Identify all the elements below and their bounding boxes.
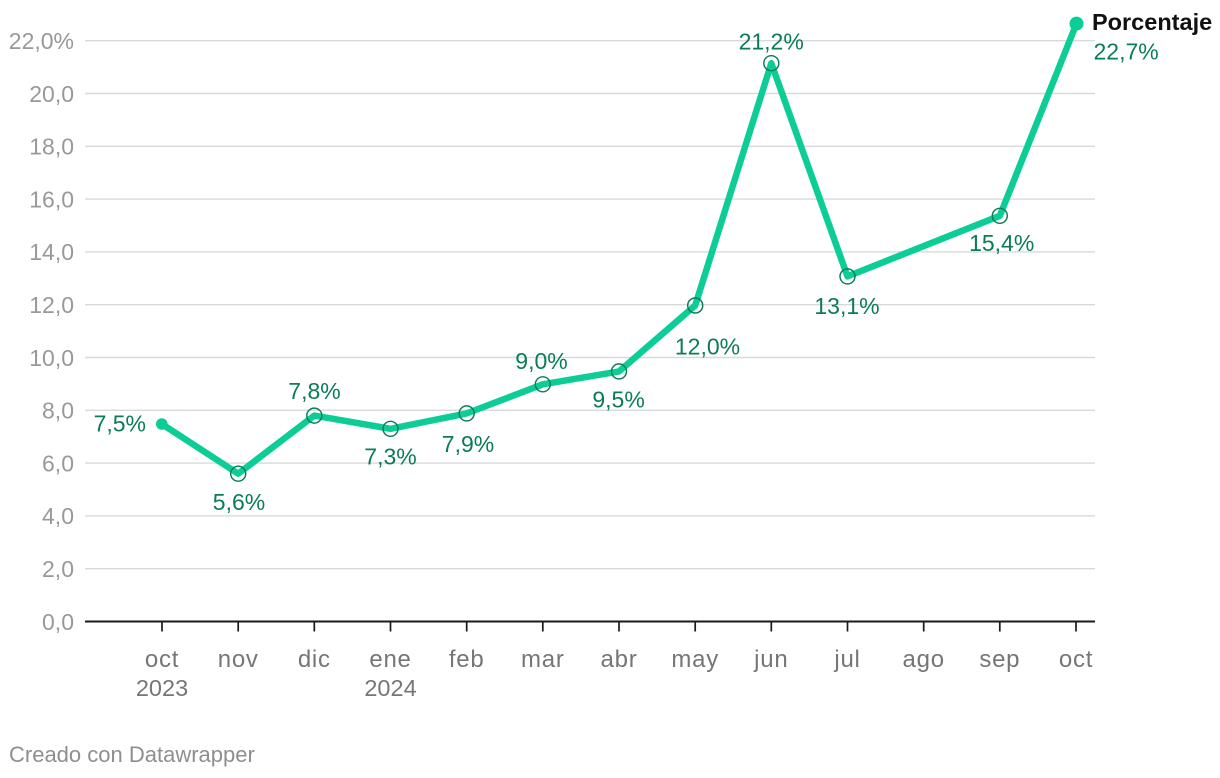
svg-text:4,0: 4,0 — [42, 503, 74, 529]
svg-text:20,0: 20,0 — [29, 81, 74, 107]
svg-text:jul: jul — [833, 646, 860, 673]
svg-text:mar: mar — [521, 646, 565, 673]
svg-text:18,0: 18,0 — [29, 134, 74, 160]
svg-text:jun: jun — [753, 646, 788, 673]
svg-text:9,0%: 9,0% — [515, 348, 567, 374]
svg-text:22,7%: 22,7% — [1094, 39, 1159, 65]
svg-text:feb: feb — [449, 646, 485, 673]
svg-text:ago: ago — [903, 646, 945, 673]
svg-text:2023: 2023 — [136, 675, 188, 701]
svg-text:7,3%: 7,3% — [364, 443, 416, 469]
svg-text:15,4%: 15,4% — [969, 230, 1034, 256]
svg-text:5,6%: 5,6% — [213, 489, 265, 515]
svg-text:13,1%: 13,1% — [814, 293, 879, 319]
svg-text:2,0: 2,0 — [42, 556, 74, 582]
svg-text:14,0: 14,0 — [29, 239, 74, 265]
svg-text:oct: oct — [145, 646, 179, 673]
svg-text:0,0: 0,0 — [42, 609, 74, 635]
svg-text:6,0: 6,0 — [42, 450, 74, 476]
svg-text:7,5%: 7,5% — [94, 411, 146, 437]
svg-text:nov: nov — [218, 646, 259, 673]
svg-text:12,0%: 12,0% — [675, 334, 740, 360]
svg-text:12,0: 12,0 — [29, 292, 74, 318]
svg-text:7,9%: 7,9% — [442, 431, 494, 457]
svg-text:22,0%: 22,0% — [9, 28, 74, 54]
svg-text:may: may — [671, 646, 719, 673]
svg-text:16,0: 16,0 — [29, 186, 74, 212]
svg-text:Porcentaje: Porcentaje — [1092, 9, 1212, 35]
svg-text:Creado con Datawrapper: Creado con Datawrapper — [9, 742, 255, 767]
svg-text:7,8%: 7,8% — [288, 378, 340, 404]
svg-text:9,5%: 9,5% — [592, 387, 644, 413]
svg-text:2024: 2024 — [364, 675, 416, 701]
svg-text:10,0: 10,0 — [29, 345, 74, 371]
svg-text:8,0: 8,0 — [42, 398, 74, 424]
svg-text:sep: sep — [979, 646, 1020, 673]
svg-text:ene: ene — [369, 646, 411, 673]
svg-text:oct: oct — [1059, 646, 1093, 673]
svg-text:dic: dic — [298, 646, 331, 673]
svg-text:21,2%: 21,2% — [739, 28, 804, 54]
svg-text:abr: abr — [601, 646, 638, 673]
